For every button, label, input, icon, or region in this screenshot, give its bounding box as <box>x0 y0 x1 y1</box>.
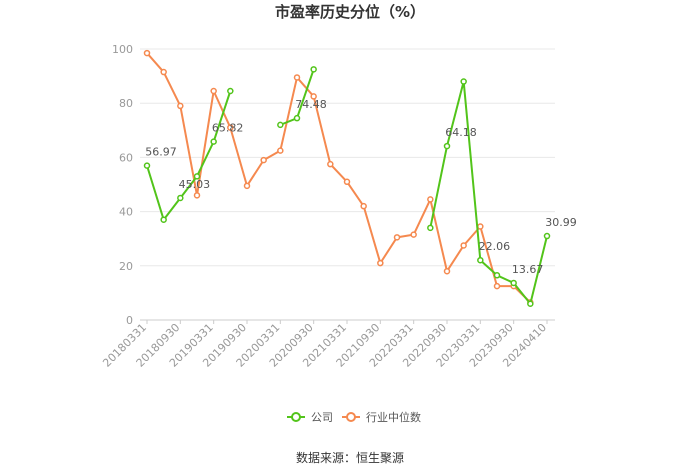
y-tick-label: 80 <box>119 97 133 110</box>
legend: 公司 行业中位数 <box>287 410 421 424</box>
series-line <box>146 90 232 221</box>
data-point[interactable] <box>327 160 334 168</box>
data-point[interactable] <box>293 74 301 81</box>
data-label: 45.03 <box>179 178 211 191</box>
data-label: 65.82 <box>212 122 244 135</box>
data-point[interactable] <box>260 156 267 164</box>
data-label: 22.06 <box>479 240 511 253</box>
data-point[interactable] <box>143 49 151 57</box>
data-point[interactable] <box>360 202 367 210</box>
axes: 0204060801002018033120180930201903312019… <box>100 43 555 370</box>
data-point[interactable] <box>177 194 184 202</box>
data-point[interactable] <box>493 282 501 290</box>
data-point[interactable] <box>143 162 151 169</box>
y-tick-label: 60 <box>119 151 133 164</box>
data-point[interactable] <box>293 114 301 122</box>
data-point[interactable] <box>377 259 384 267</box>
data-point[interactable] <box>277 147 284 154</box>
series-lines <box>143 49 551 307</box>
legend-marker-company <box>291 412 301 422</box>
data-point[interactable] <box>227 124 234 131</box>
data-point[interactable] <box>243 182 251 190</box>
y-tick-label: 40 <box>119 206 133 219</box>
data-point[interactable] <box>393 234 401 241</box>
data-label: 13.67 <box>512 263 544 276</box>
y-tick-label: 0 <box>126 314 133 327</box>
data-label: 74.48 <box>295 98 327 111</box>
data-point[interactable] <box>277 121 284 129</box>
data-point[interactable] <box>193 173 201 180</box>
data-point[interactable] <box>477 256 484 264</box>
data-point[interactable] <box>527 300 534 307</box>
data-point[interactable] <box>210 87 217 95</box>
legend-label-industry-median: 行业中位数 <box>366 410 421 424</box>
data-point[interactable] <box>160 216 167 223</box>
data-point[interactable] <box>193 192 201 199</box>
data-point[interactable] <box>460 242 467 249</box>
data-label: 56.97 <box>145 146 177 159</box>
data-point[interactable] <box>177 102 184 110</box>
data-point[interactable] <box>310 66 317 73</box>
data-point[interactable] <box>477 223 484 230</box>
data-point[interactable] <box>493 272 501 279</box>
y-tick-label: 100 <box>112 43 133 56</box>
data-point[interactable] <box>427 196 434 203</box>
legend-label-company: 公司 <box>311 411 333 424</box>
data-point[interactable] <box>460 78 467 85</box>
data-point[interactable] <box>443 142 451 150</box>
data-point[interactable] <box>427 224 434 232</box>
legend-item-company[interactable]: 公司 <box>287 411 333 424</box>
series-line <box>429 80 548 305</box>
series-company <box>143 66 551 307</box>
chart-title: 市盈率历史分位（%） <box>275 3 425 21</box>
data-point[interactable] <box>343 178 351 186</box>
data-source: 数据来源：恒生聚源 <box>296 450 404 465</box>
data-point[interactable] <box>410 231 417 238</box>
data-point[interactable] <box>310 93 317 100</box>
data-point[interactable] <box>160 68 167 76</box>
data-label: 64.18 <box>445 126 477 139</box>
series-industry-median <box>143 49 534 306</box>
data-point[interactable] <box>543 232 551 240</box>
legend-item-industry-median[interactable]: 行业中位数 <box>342 410 421 424</box>
series-line <box>146 52 532 304</box>
data-point[interactable] <box>210 138 217 145</box>
data-point[interactable] <box>227 87 234 95</box>
data-point[interactable] <box>443 267 451 275</box>
data-point[interactable] <box>510 279 517 287</box>
data-label: 30.99 <box>545 216 577 229</box>
legend-marker-industry-median <box>346 412 356 422</box>
y-tick-label: 20 <box>119 260 133 273</box>
